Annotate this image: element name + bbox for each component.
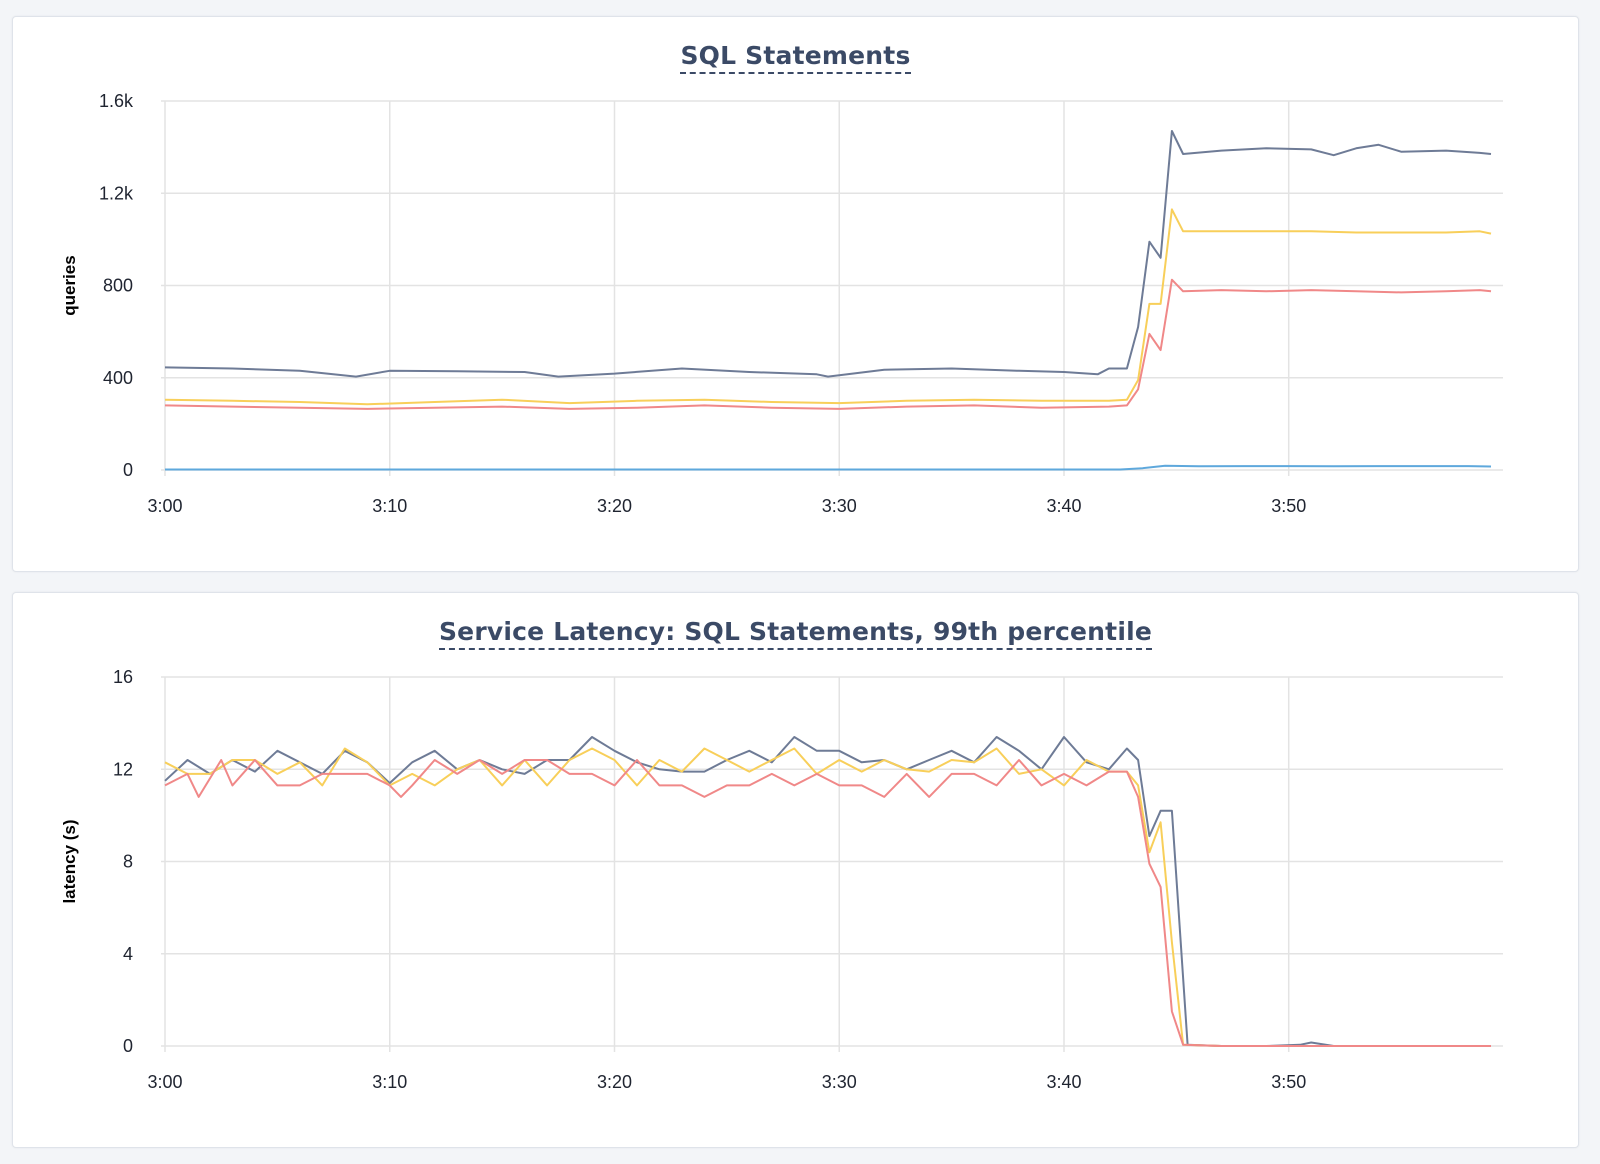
x-tick-label: 3:20 — [597, 496, 632, 516]
y-tick-label: 8 — [123, 852, 133, 872]
y-tick-label: 16 — [113, 667, 133, 687]
y-tick-label: 4 — [123, 944, 133, 964]
x-tick-label: 3:50 — [1271, 496, 1306, 516]
x-tick-label: 3:30 — [822, 1072, 857, 1092]
chart-title-link[interactable]: SQL Statements — [680, 41, 911, 74]
x-tick-label: 3:10 — [372, 1072, 407, 1092]
series-line-3[interactable] — [164, 278, 1492, 410]
y-tick-label: 1.2k — [99, 183, 134, 203]
y-tick-label: 12 — [113, 759, 133, 779]
x-tick-label: 3:40 — [1046, 496, 1081, 516]
chart-plot-service-latency: 0 4 8 12 16 3:00 3:10 3:20 3:30 3:40 3:50 latency (… — [60, 667, 1503, 1092]
y-tick-label: 1.6k — [99, 91, 134, 111]
y-tick-label: 0 — [123, 460, 133, 480]
y-axis-title: queries — [60, 255, 79, 315]
chart-title-link[interactable]: Service Latency: SQL Statements, 99th pe… — [438, 617, 1153, 650]
x-tick-label: 3:20 — [597, 1072, 632, 1092]
chart-panel-sql-statements: SQL Statements 0 400 800 1.2k 1.6k 3:00 3:10 3:… — [12, 16, 1579, 572]
y-tick-label: 400 — [103, 368, 133, 388]
x-tick-label: 3:40 — [1046, 1072, 1081, 1092]
chart-panel-service-latency: Service Latency: SQL Statements, 99th pe… — [12, 592, 1579, 1148]
x-tick-label: 3:10 — [372, 496, 407, 516]
chart-title: Service Latency: SQL Statements, 99th pe… — [13, 617, 1578, 650]
series-line-1[interactable] — [164, 736, 1491, 1047]
chart-title: SQL Statements — [13, 41, 1578, 74]
y-axis-title: latency (s) — [60, 819, 79, 903]
y-tick-label: 800 — [103, 276, 133, 296]
y-tick-label: 0 — [123, 1036, 133, 1056]
x-tick-label: 3:00 — [147, 1072, 182, 1092]
x-tick-label: 3:00 — [147, 496, 182, 516]
x-tick-label: 3:30 — [822, 496, 857, 516]
chart-plot-sql-statements: 0 400 800 1.2k 1.6k 3:00 3:10 3:20 3:30 3:40 3:50 q… — [60, 91, 1503, 516]
series-line-2[interactable] — [164, 208, 1492, 406]
series-line-1[interactable] — [164, 130, 1492, 378]
x-tick-label: 3:50 — [1271, 1072, 1306, 1092]
series-line-2[interactable] — [164, 747, 1491, 1047]
series-line-3[interactable] — [164, 759, 1491, 1047]
series-line-4[interactable] — [165, 464, 1492, 471]
